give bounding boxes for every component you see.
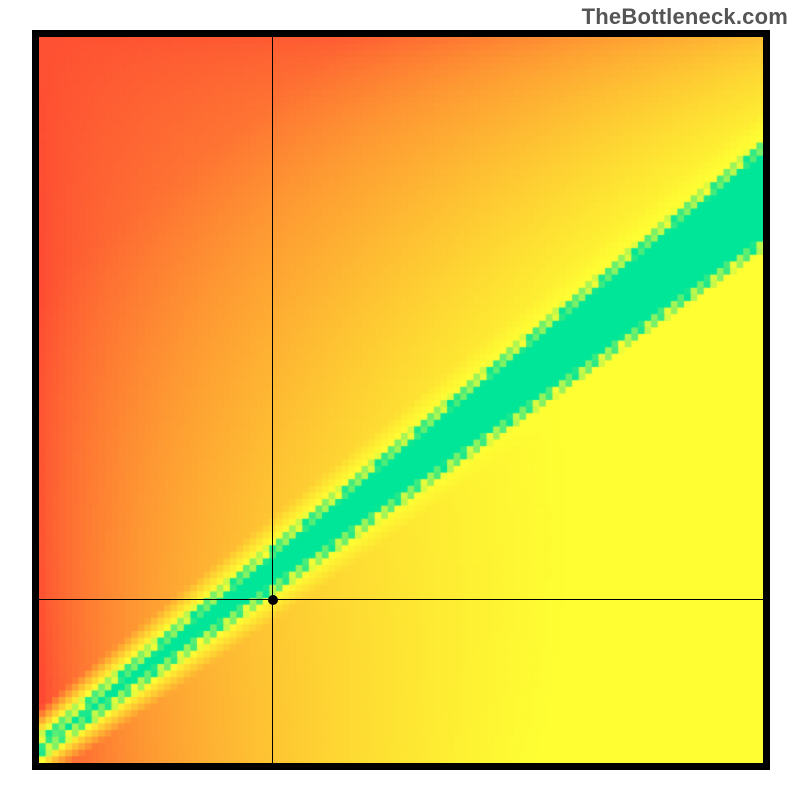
watermark-text: TheBottleneck.com <box>582 4 788 30</box>
crosshair-vertical <box>272 37 273 763</box>
heatmap-canvas <box>39 37 763 763</box>
marker-dot <box>268 595 278 605</box>
crosshair-horizontal <box>39 599 763 600</box>
plot-frame <box>32 30 770 770</box>
